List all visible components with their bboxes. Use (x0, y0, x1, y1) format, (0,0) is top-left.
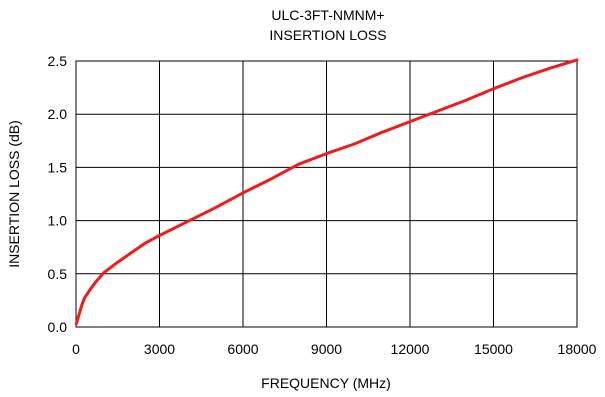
x-tick-labels: 0 3000 6000 9000 12000 15000 18000 (72, 341, 597, 357)
data-point (94, 281, 97, 284)
data-point (325, 152, 328, 155)
x-tick-label: 18000 (558, 341, 597, 357)
x-tick-label: 12000 (391, 341, 430, 357)
x-axis-label: FREQUENCY (MHz) (261, 375, 391, 391)
plot-frame (75, 60, 578, 328)
chart-subtitle: INSERTION LOSS (269, 27, 386, 43)
data-point (213, 206, 217, 210)
data-point (241, 191, 245, 195)
data-point (547, 67, 551, 70)
data-point (269, 177, 273, 181)
data-point (158, 234, 161, 237)
data-point (186, 220, 189, 223)
x-tick-label: 9000 (311, 341, 342, 357)
series-line-0 (74, 58, 579, 326)
grid (76, 61, 577, 327)
data-point (83, 297, 86, 300)
y-axis-label: INSERTION LOSS (dB) (6, 120, 22, 268)
x-tick-label: 6000 (227, 341, 258, 357)
data-point (380, 131, 384, 134)
data-point (116, 260, 119, 264)
data-point (575, 58, 579, 62)
y-tick-label: 1.0 (48, 213, 68, 229)
y-tick-label: 2.5 (48, 53, 68, 69)
x-tick-label: 0 (72, 341, 80, 357)
x-tick-label: 3000 (144, 341, 175, 357)
y-tick-label: 2.0 (48, 106, 68, 122)
data-point (75, 322, 78, 326)
y-tick-label: 0.0 (48, 319, 68, 335)
data-point (297, 163, 300, 166)
data-point (130, 251, 133, 254)
series-layer (74, 58, 579, 326)
data-point (102, 271, 106, 274)
data-point (77, 314, 80, 317)
chart-title: ULC-3FT-NMNM+ (271, 7, 384, 23)
y-tick-label: 0.5 (48, 266, 68, 282)
data-point (80, 304, 83, 307)
data-point (353, 142, 356, 146)
y-tick-labels: 0.0 0.5 1.0 1.5 2.0 2.5 (48, 53, 68, 335)
data-point (464, 99, 467, 102)
y-tick-label: 1.5 (48, 159, 68, 175)
x-tick-label: 15000 (474, 341, 513, 357)
data-point (144, 241, 147, 245)
data-point (408, 120, 412, 123)
data-point (88, 288, 92, 291)
data-point (436, 109, 440, 113)
data-point (520, 76, 523, 80)
data-point (492, 87, 495, 90)
